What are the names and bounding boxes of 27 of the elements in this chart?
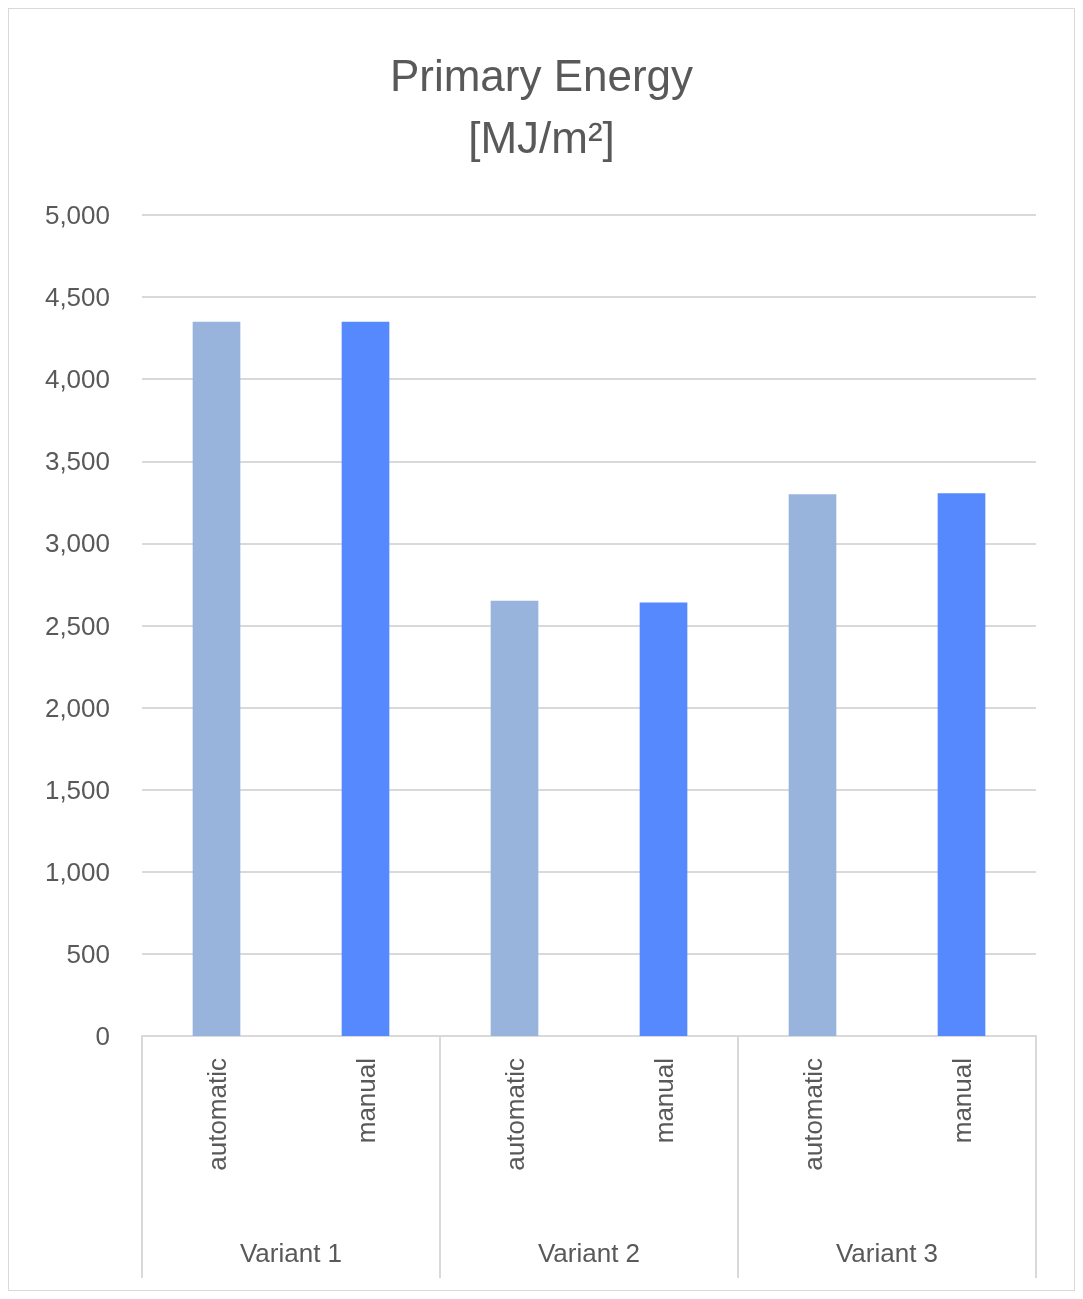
y-tick-label: 2,500 <box>44 610 110 641</box>
text: Variant 2 <box>537 1238 641 1268</box>
y-tick-label: 1,000 <box>44 856 110 887</box>
x-tick-label: automatic <box>201 1058 232 1171</box>
y-tick-label: 4,500 <box>44 282 110 313</box>
bar <box>788 494 837 1036</box>
y-tick-label: 5,000 <box>44 200 110 230</box>
y-tick-label: 500 <box>66 938 110 969</box>
y-tick-label: 1,500 <box>44 774 110 805</box>
bar <box>490 600 539 1036</box>
x-tick-label: automatic <box>499 1058 530 1171</box>
x-tick-label: manual <box>350 1058 381 1144</box>
x-tick-label: automatic <box>797 1058 828 1171</box>
chart-title: Primary Energy [MJ/m²] <box>389 50 694 162</box>
bar <box>937 493 986 1036</box>
bar <box>639 602 688 1036</box>
y-tick-label: 0 <box>95 1021 110 1051</box>
bar <box>192 321 241 1036</box>
y-tick-label: 2,000 <box>44 692 110 723</box>
y-tick-label: 4,000 <box>44 364 110 395</box>
text: Variant 3 <box>835 1238 939 1268</box>
x-tick-label: manual <box>946 1058 977 1144</box>
y-tick-label: 3,000 <box>44 528 110 559</box>
bar <box>341 321 390 1036</box>
y-tick-label: 3,500 <box>44 446 110 477</box>
x-tick-label: manual <box>648 1058 679 1144</box>
text: Variant 1 <box>239 1238 343 1268</box>
